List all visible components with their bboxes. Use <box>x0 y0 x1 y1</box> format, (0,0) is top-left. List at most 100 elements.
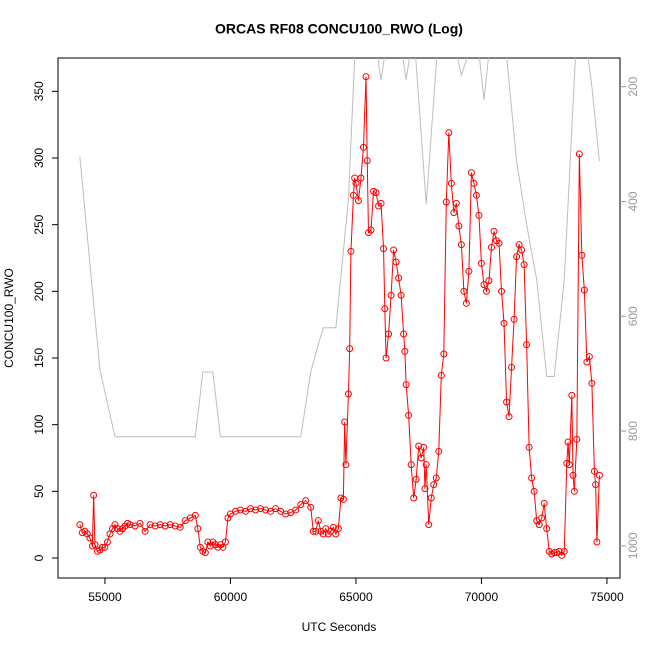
point <box>580 286 588 294</box>
plot-box <box>57 57 621 579</box>
point <box>564 438 572 446</box>
point <box>221 538 229 546</box>
y-tick-label: 0 <box>32 554 46 561</box>
point <box>505 413 513 421</box>
point <box>342 461 350 469</box>
point <box>91 541 99 549</box>
point <box>442 198 450 206</box>
point <box>382 354 390 362</box>
point <box>595 471 603 479</box>
point <box>297 501 305 509</box>
point <box>395 274 403 282</box>
point <box>385 330 393 338</box>
point <box>528 474 536 482</box>
point <box>236 506 244 514</box>
point <box>569 471 577 479</box>
x-tick-label: 55000 <box>88 590 122 604</box>
point <box>362 73 370 81</box>
point <box>570 487 578 495</box>
point <box>166 521 174 529</box>
y-axis-label: CONCU100_RWO <box>2 268 16 368</box>
point <box>560 547 568 555</box>
point <box>309 527 317 535</box>
point <box>508 363 516 371</box>
point <box>513 253 521 261</box>
point <box>568 391 576 399</box>
point <box>480 281 488 289</box>
point <box>467 169 475 177</box>
point <box>201 549 209 557</box>
point <box>390 246 398 254</box>
point <box>490 227 498 235</box>
point <box>191 511 199 519</box>
point <box>400 330 408 338</box>
point <box>372 189 380 197</box>
y-tick-label: 300 <box>32 148 46 168</box>
y-tick-label: 200 <box>32 281 46 301</box>
y2-tick-label: 400 <box>626 191 640 211</box>
point <box>257 505 265 513</box>
point <box>432 474 440 482</box>
point <box>503 398 511 406</box>
point <box>457 241 465 249</box>
point <box>349 191 357 199</box>
point <box>538 514 546 522</box>
point <box>430 481 438 489</box>
point <box>447 179 455 187</box>
point <box>339 495 347 503</box>
point <box>194 525 202 533</box>
x-tick-label: 75000 <box>590 590 624 604</box>
point <box>465 267 473 275</box>
point <box>435 447 443 455</box>
y-tick-label: 350 <box>32 81 46 101</box>
point <box>422 461 430 469</box>
y2-tick-label: 600 <box>626 306 640 326</box>
point <box>487 243 495 251</box>
y-tick-label: 250 <box>32 214 46 234</box>
point <box>470 179 478 187</box>
x-axis-label: UTC Seconds <box>302 620 377 634</box>
point <box>588 379 596 387</box>
point <box>354 197 362 205</box>
point <box>543 525 551 533</box>
point <box>171 522 179 530</box>
point <box>90 491 98 499</box>
point <box>417 454 425 462</box>
x-tick-label: 65000 <box>339 590 373 604</box>
point <box>452 199 460 207</box>
point <box>136 519 144 527</box>
point <box>573 435 581 443</box>
point <box>314 517 322 525</box>
point <box>247 505 255 513</box>
point <box>161 522 169 530</box>
point <box>525 443 533 451</box>
point <box>592 481 600 489</box>
point <box>392 258 400 266</box>
series-line <box>79 76 600 557</box>
point <box>495 239 503 247</box>
point <box>367 226 375 234</box>
point <box>437 371 445 379</box>
point <box>482 287 490 295</box>
point <box>421 485 429 493</box>
point <box>357 174 365 182</box>
point <box>346 345 354 353</box>
point <box>359 143 367 151</box>
point <box>427 494 435 502</box>
point <box>498 287 506 295</box>
point <box>76 521 84 529</box>
point <box>344 390 352 398</box>
point <box>302 497 310 505</box>
point <box>420 443 428 451</box>
point <box>590 467 598 475</box>
point <box>401 347 409 355</box>
x-tick-label: 60000 <box>214 590 248 604</box>
point <box>530 487 538 495</box>
point <box>415 442 423 450</box>
y-tick-label: 50 <box>32 484 46 498</box>
point <box>262 506 270 514</box>
point <box>377 199 385 207</box>
point <box>307 503 315 511</box>
point <box>460 287 468 295</box>
point <box>292 506 300 514</box>
